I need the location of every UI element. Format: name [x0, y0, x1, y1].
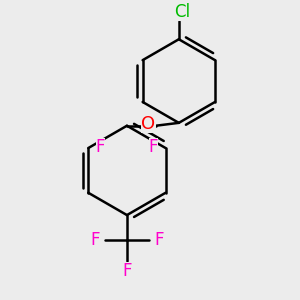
Text: F: F	[149, 138, 158, 156]
Text: F: F	[96, 138, 105, 156]
Text: F: F	[154, 231, 164, 249]
Text: O: O	[142, 115, 156, 133]
Text: F: F	[91, 231, 100, 249]
Text: Cl: Cl	[174, 4, 190, 22]
Text: F: F	[122, 262, 132, 280]
